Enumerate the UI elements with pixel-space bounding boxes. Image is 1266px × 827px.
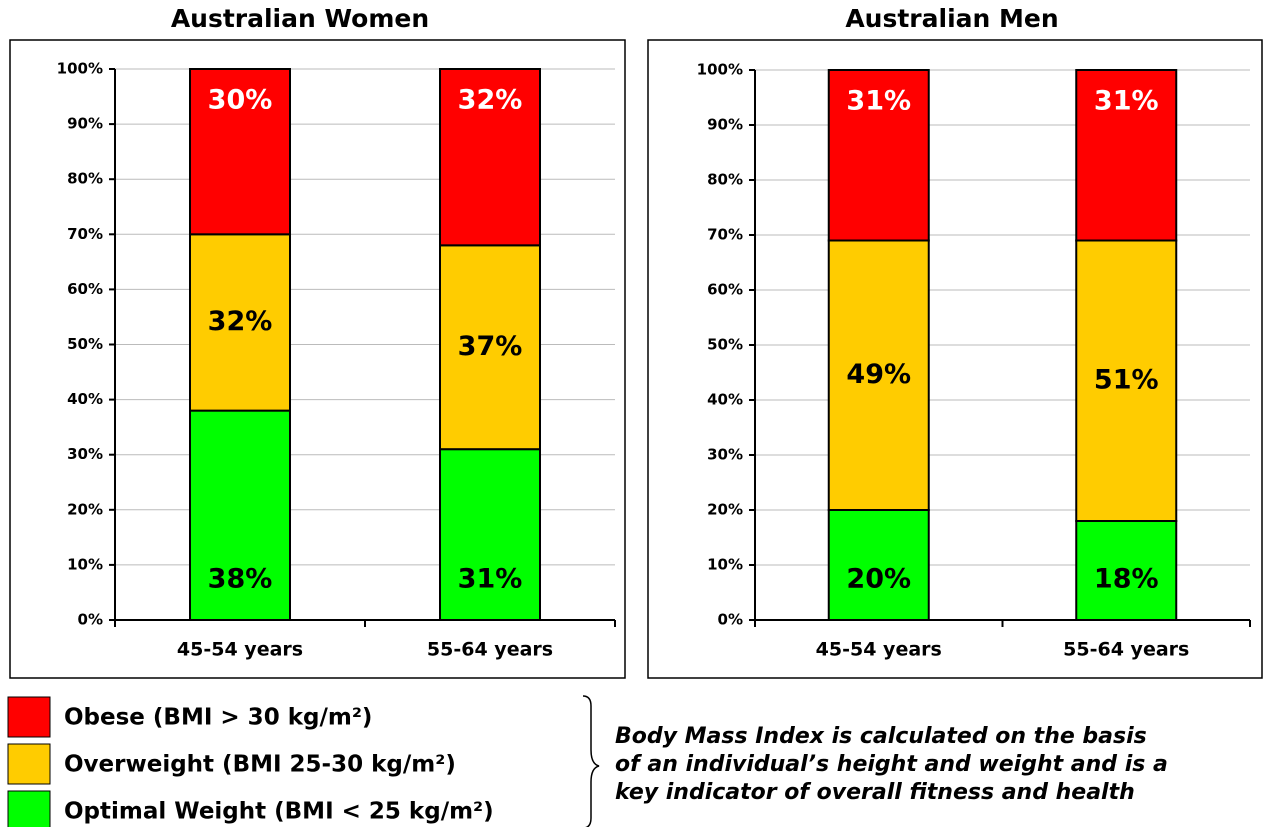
y-tick-label: 0%	[718, 611, 743, 629]
brace	[582, 695, 600, 827]
data-label: 31%	[458, 564, 523, 595]
data-label: 32%	[208, 306, 273, 337]
chart-title: Australian Women	[171, 4, 429, 33]
y-tick-label: 50%	[67, 335, 103, 353]
bar-segment	[189, 233, 291, 412]
y-tick-label: 10%	[707, 556, 743, 574]
x-tick-label: 45-54 years	[177, 639, 303, 661]
data-label: 31%	[846, 86, 911, 117]
y-tick-label: 90%	[707, 116, 743, 134]
y-tick-label: 50%	[707, 336, 743, 354]
y-tick-label: 20%	[67, 500, 103, 518]
legend-label: Obese (BMI > 30 kg/m²)	[64, 705, 372, 731]
note-line: Body Mass Index is calculated on the bas…	[615, 724, 1147, 749]
data-label: 37%	[458, 331, 523, 362]
bar-segment	[1075, 239, 1178, 522]
bar-segment	[827, 509, 930, 621]
y-tick-label: 80%	[707, 171, 743, 189]
legend-label: Optimal Weight (BMI < 25 kg/m²)	[64, 799, 494, 825]
bar-segment	[439, 68, 541, 247]
y-tick-label: 30%	[707, 446, 743, 464]
note-line: of an individual’s height and weight and…	[615, 752, 1168, 777]
bar-segment	[827, 69, 930, 242]
legend-swatch	[7, 790, 51, 827]
y-tick-label: 70%	[67, 225, 103, 243]
legend-swatch	[7, 696, 51, 738]
x-tick-label: 45-54 years	[816, 639, 942, 661]
x-tick-label: 55-64 years	[1063, 639, 1189, 661]
y-tick-label: 80%	[67, 170, 103, 188]
y-tick-label: 90%	[67, 115, 103, 133]
data-label: 20%	[846, 564, 911, 595]
bar-segment	[1075, 69, 1178, 242]
y-tick-label: 70%	[707, 226, 743, 244]
data-label: 31%	[1094, 86, 1159, 117]
panel-frame	[647, 39, 1263, 679]
legend-label: Overweight (BMI 25-30 kg/m²)	[64, 752, 456, 778]
y-tick-label: 60%	[67, 280, 103, 298]
y-tick-label: 60%	[707, 281, 743, 299]
y-tick-label: 40%	[707, 391, 743, 409]
note-line: key indicator of overall fitness and hea…	[615, 780, 1135, 805]
y-tick-label: 20%	[707, 501, 743, 519]
chart-title: Australian Men	[845, 4, 1058, 33]
bar-segment	[827, 239, 930, 511]
data-label: 30%	[208, 85, 273, 116]
data-label: 49%	[846, 359, 911, 390]
data-label: 32%	[458, 85, 523, 116]
bar-segment	[439, 448, 541, 621]
data-label: 18%	[1094, 564, 1159, 595]
legend-swatch	[7, 743, 51, 785]
data-label: 51%	[1094, 364, 1159, 395]
data-label: 38%	[208, 564, 273, 595]
y-tick-label: 40%	[67, 390, 103, 408]
y-tick-label: 10%	[67, 555, 103, 573]
y-tick-label: 0%	[78, 611, 103, 629]
bar-segment	[189, 68, 291, 236]
y-tick-label: 100%	[697, 61, 743, 79]
y-tick-label: 30%	[67, 445, 103, 463]
y-tick-label: 100%	[57, 60, 103, 78]
x-tick-label: 55-64 years	[427, 639, 553, 661]
panel-frame	[9, 39, 626, 679]
